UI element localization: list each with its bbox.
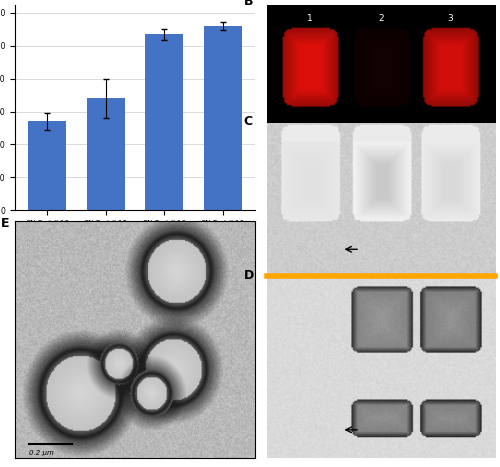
Text: B: B <box>244 0 253 8</box>
Text: 3: 3 <box>447 14 453 23</box>
Bar <box>86 99 124 210</box>
Bar <box>28 121 66 210</box>
Text: 0.2 μm: 0.2 μm <box>28 450 54 456</box>
Bar <box>204 26 242 210</box>
Text: 2: 2 <box>378 14 384 23</box>
Text: D: D <box>244 269 254 282</box>
Text: E: E <box>0 217 9 230</box>
Bar <box>145 34 183 210</box>
Text: 1: 1 <box>307 14 313 23</box>
Text: C: C <box>244 115 253 128</box>
